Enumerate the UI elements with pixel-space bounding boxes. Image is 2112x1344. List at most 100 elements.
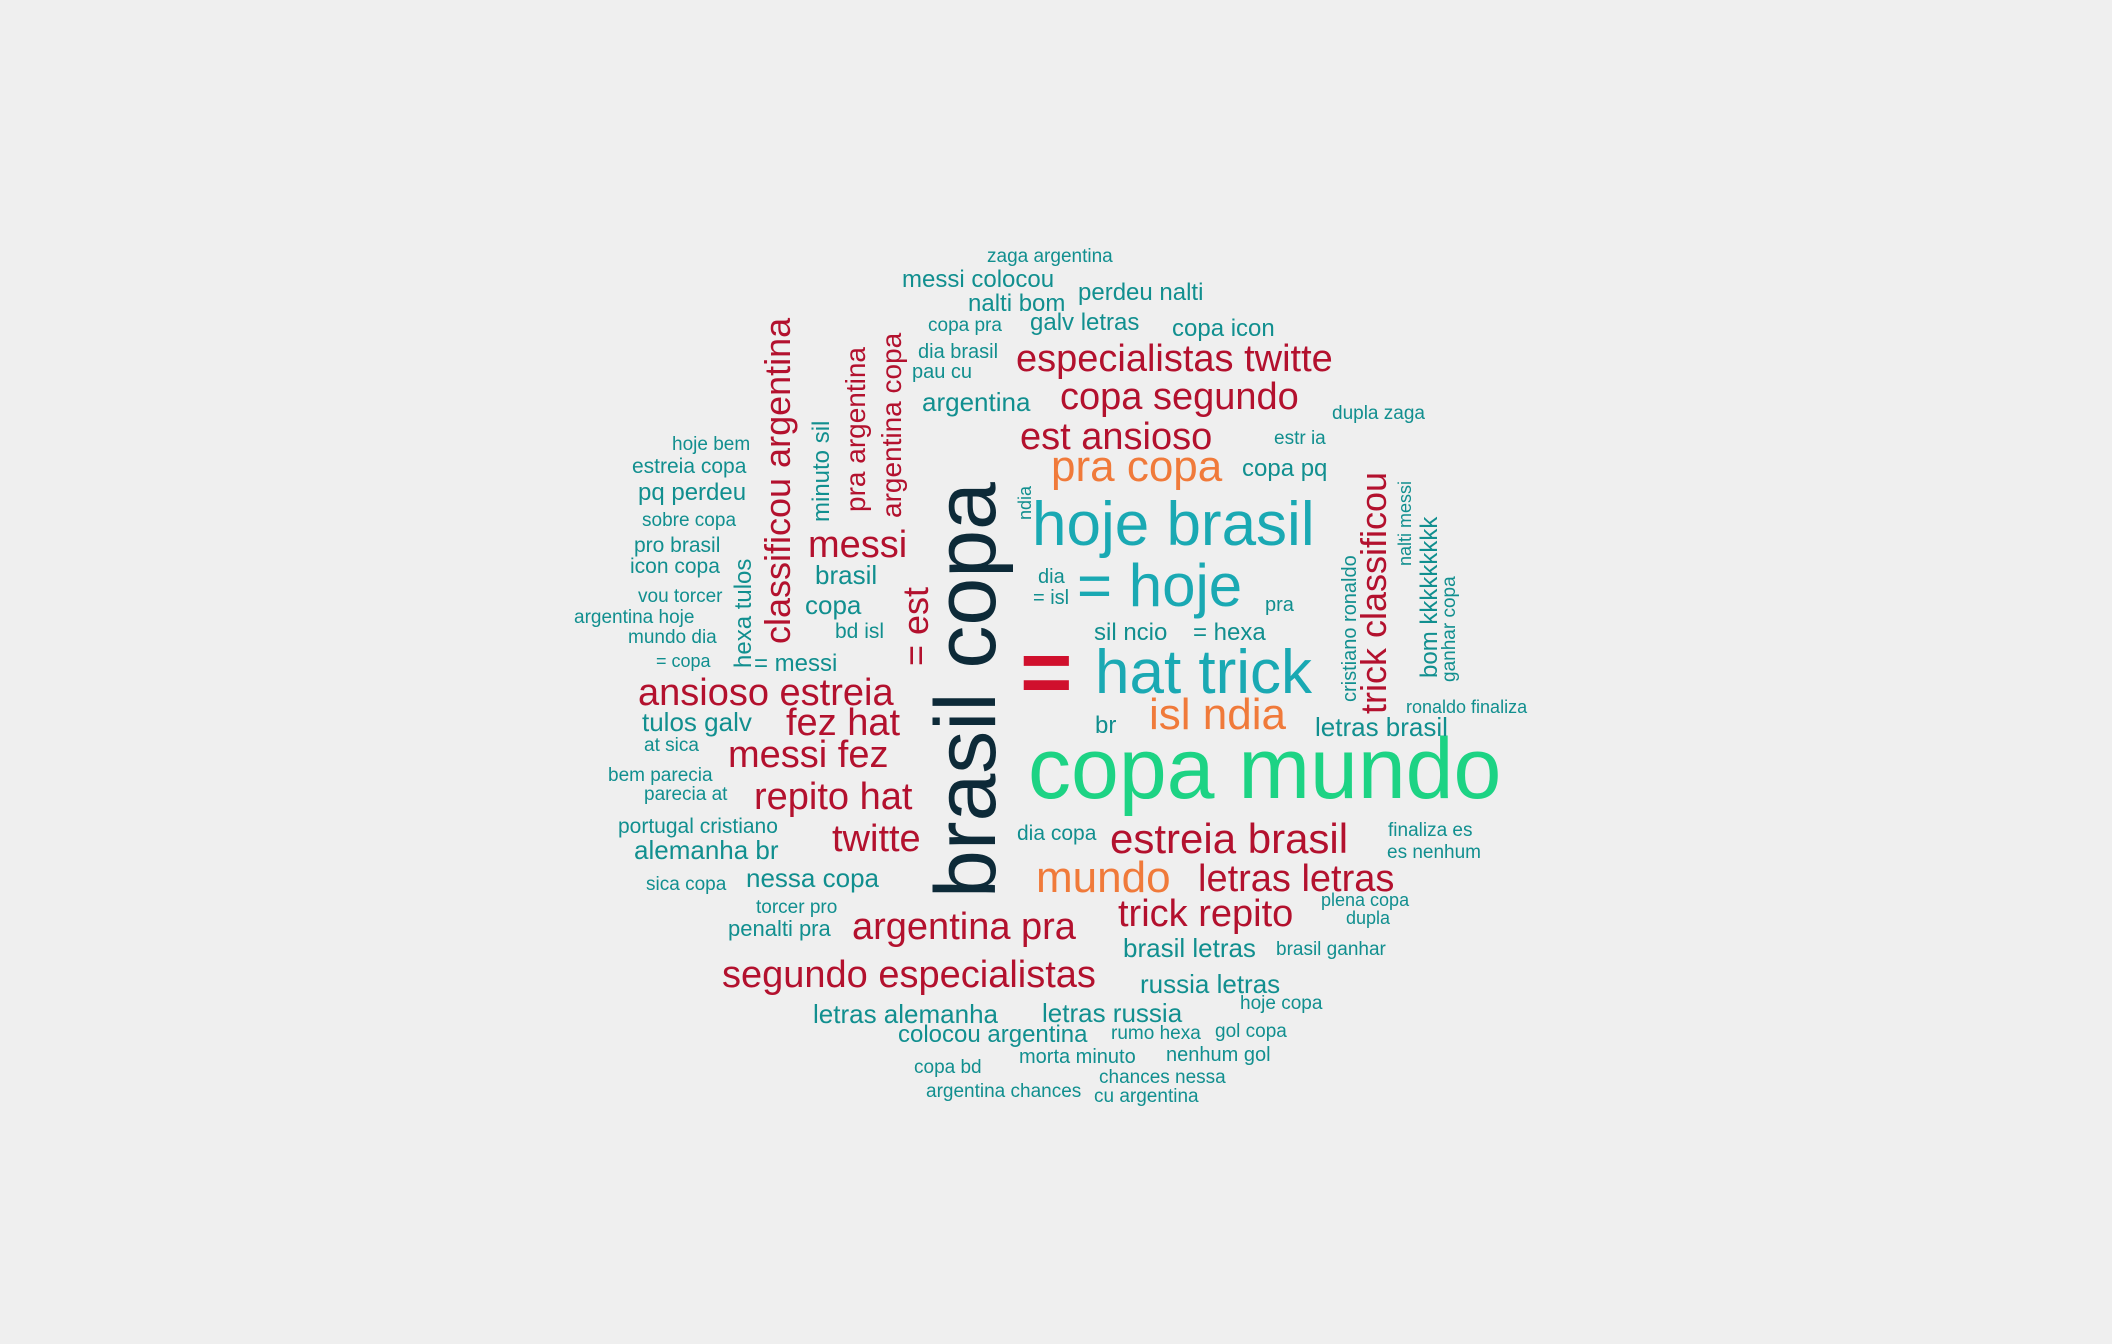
word-br: br <box>1095 712 1117 739</box>
word-tulos-galv: tulos galv <box>642 707 752 737</box>
word-hexa-tulos: hexa tulos <box>730 558 757 668</box>
word-repito-hat: repito hat <box>754 776 913 818</box>
word-twitte: twitte <box>832 818 921 860</box>
word-copa: copa <box>805 590 862 620</box>
word-bem-parecia: bem parecia <box>608 765 713 786</box>
word-messi: messi <box>808 524 908 566</box>
word-nenhum-gol: nenhum gol <box>1166 1044 1271 1066</box>
word-ansioso-estreia: ansioso estreia <box>638 672 894 714</box>
word-galv-letras: galv letras <box>1030 309 1140 336</box>
word-trick-classificou: trick classificou <box>1353 471 1394 714</box>
word-estreia-copa: estreia copa <box>632 455 747 478</box>
word-equals-copa: = copa <box>656 651 711 671</box>
word-equals-hoje: = hoje <box>1077 552 1243 619</box>
word-copa-segundo: copa segundo <box>1060 376 1299 418</box>
word-especialistas-twitte: especialistas twitte <box>1016 338 1333 380</box>
word-gol-copa: gol copa <box>1215 1021 1287 1042</box>
word-dupla-zaga: dupla zaga <box>1332 403 1425 424</box>
word-ndia: ndia <box>1015 485 1035 520</box>
word-at-sica: at sica <box>644 735 699 756</box>
word-copa-pra: copa pra <box>928 315 1002 336</box>
word-argentina-copa: argentina copa <box>876 332 907 518</box>
word-torcer-pro: torcer pro <box>756 897 838 918</box>
word-nessa-copa: nessa copa <box>746 863 879 893</box>
word-hoje-bem: hoje bem <box>672 434 751 455</box>
word-hat-trick: hat trick <box>1095 638 1313 707</box>
word-sica-copa: sica copa <box>646 874 727 895</box>
word-equals-isl: = isl <box>1033 587 1070 609</box>
word-argentina: argentina <box>922 387 1031 417</box>
word-bd-isl: bd isl <box>835 620 885 643</box>
word-cristiano-ronaldo: cristiano ronaldo <box>1339 555 1361 702</box>
word-sobre-copa: sobre copa <box>642 510 737 531</box>
word-es-nenhum: es nenhum <box>1387 842 1482 863</box>
word-penalti-pra: penalti pra <box>728 916 831 941</box>
word-argentina-hoje: argentina hoje <box>574 607 695 628</box>
word-est-ansioso: est ansioso <box>1020 416 1213 458</box>
word-trick-repito: trick repito <box>1118 893 1294 935</box>
word-messi-fez: messi fez <box>728 734 889 776</box>
word-estreia-brasil: estreia brasil <box>1110 815 1349 862</box>
word-plena-copa: plena copa <box>1321 890 1410 910</box>
word-pau-cu: pau cu <box>912 361 973 383</box>
word-pra-argentina: pra argentina <box>840 346 871 512</box>
word-messi-colocou: messi colocou <box>902 266 1055 293</box>
word-cu-argentina: cu argentina <box>1094 1086 1199 1107</box>
word-rumo-hexa: rumo hexa <box>1111 1023 1201 1044</box>
word-fez-hat: fez hat <box>786 702 901 744</box>
word-russia-letras: russia letras <box>1140 969 1281 999</box>
word-finaliza-es: finaliza es <box>1388 820 1473 841</box>
word-brasil-copa: brasil copa <box>918 482 1014 898</box>
word-portugal-cristiano: portugal cristiano <box>618 815 778 838</box>
word-equals-messi: = messi <box>754 650 838 677</box>
word-hoje-brasil: hoje brasil <box>1032 490 1315 559</box>
word-vou-torcer: vou torcer <box>638 586 723 607</box>
word-equals-est: = est <box>895 586 936 666</box>
word-copa-bd: copa bd <box>914 1057 982 1078</box>
word-equals: = <box>1020 623 1073 723</box>
word-chances-nessa: chances nessa <box>1099 1067 1226 1088</box>
word-segundo-especialistas: segundo especialistas <box>722 954 1096 996</box>
word-copa-pq: copa pq <box>1242 455 1328 482</box>
word-copa-icon: copa icon <box>1172 315 1275 342</box>
word-isl-ndia: isl ndia <box>1149 690 1286 739</box>
word-icon-copa: icon copa <box>630 555 720 578</box>
word-dia-copa: dia copa <box>1017 822 1097 845</box>
word-brasil-letras: brasil letras <box>1123 933 1256 963</box>
word-letras-brasil: letras brasil <box>1315 712 1448 742</box>
word-pq-perdeu: pq perdeu <box>638 479 747 506</box>
word-dupla: dupla <box>1346 908 1391 928</box>
word-argentina-chances: argentina chances <box>926 1081 1082 1102</box>
word-copa-mundo: copa mundo <box>1028 721 1502 817</box>
word-minuto-sil: minuto sil <box>808 420 835 522</box>
word-brasil: brasil <box>815 560 878 590</box>
word-brasil-ganhar: brasil ganhar <box>1276 939 1386 960</box>
word-equals-hexa: = hexa <box>1193 619 1266 646</box>
word-dia-brasil: dia brasil <box>918 341 999 363</box>
word-nalti-messi: nalti messi <box>1395 480 1415 566</box>
word-mundo-dia: mundo dia <box>628 627 717 648</box>
word-estr-ia: estr ia <box>1274 428 1326 449</box>
word-parecia-at: parecia at <box>644 784 728 805</box>
word-ronaldo-finaliza: ronaldo finaliza <box>1406 697 1528 717</box>
word-nalti-bom: nalti bom <box>968 290 1066 317</box>
word-zaga-argentina: zaga argentina <box>987 246 1113 267</box>
word-alemanha-br: alemanha br <box>634 835 779 865</box>
word-sil-ncio: sil ncio <box>1094 619 1168 646</box>
word-pra-copa: pra copa <box>1051 442 1223 491</box>
word-hoje-copa: hoje copa <box>1240 993 1323 1014</box>
word-morta-minuto: morta minuto <box>1019 1046 1136 1068</box>
word-letras-russia: letras russia <box>1042 998 1183 1028</box>
word-perdeu-nalti: perdeu nalti <box>1078 279 1204 306</box>
word-argentina-pra: argentina pra <box>852 906 1076 948</box>
word-pro-brasil: pro brasil <box>634 534 721 557</box>
word-colocou-argentina: colocou argentina <box>898 1021 1088 1048</box>
word-dia: dia <box>1038 566 1065 588</box>
word-letras-letras: letras letras <box>1198 858 1395 900</box>
word-pra: pra <box>1265 594 1294 616</box>
word-letras-alemanha: letras alemanha <box>813 999 998 1029</box>
word-classificou-argentina: classificou argentina <box>757 317 798 644</box>
word-mundo: mundo <box>1036 853 1171 902</box>
word-ganhar-copa: ganhar copa <box>1439 576 1460 682</box>
